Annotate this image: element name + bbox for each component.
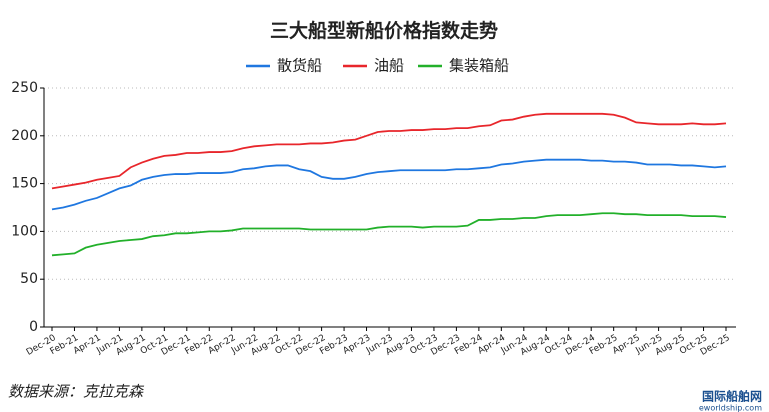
legend-label: 集装箱船 — [449, 57, 509, 75]
y-tick-label: 0 — [29, 319, 38, 335]
legend-label: 散货船 — [277, 57, 322, 75]
y-tick-label: 200 — [11, 128, 38, 144]
series-line — [51, 158, 727, 211]
series-line — [51, 212, 727, 257]
legend-label: 油船 — [374, 57, 404, 75]
y-tick-label: 250 — [11, 80, 38, 96]
watermark-url: eworldship.com — [699, 404, 762, 412]
series-line — [51, 112, 727, 190]
watermark: 国际船舶网 — [702, 389, 762, 404]
chart-title: 三大船型新船价格指数走势 — [270, 19, 498, 42]
source-note: 数据来源：克拉克森 — [8, 383, 145, 401]
y-tick-label: 100 — [11, 223, 38, 239]
y-tick-label: 50 — [20, 271, 38, 287]
y-tick-label: 150 — [11, 176, 38, 192]
